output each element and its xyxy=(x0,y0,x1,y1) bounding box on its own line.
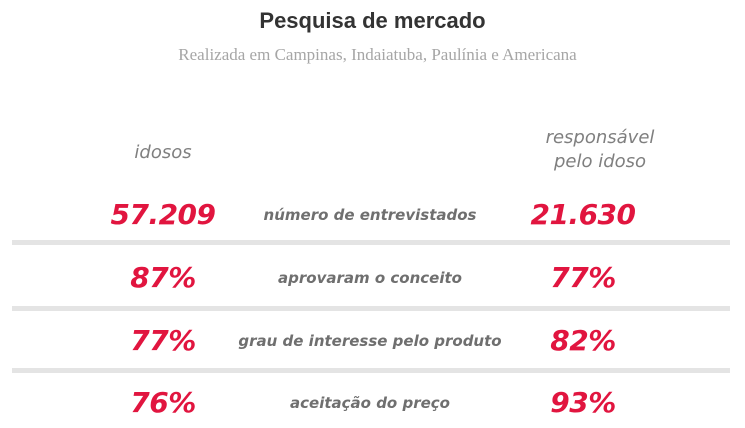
table-row: 57.209 número de entrevistados 21.630 xyxy=(0,195,745,235)
row-label: aprovaram o conceito xyxy=(278,269,462,287)
row-divider xyxy=(12,306,730,311)
column-header-idosos: idosos xyxy=(113,141,213,165)
value-idosos: 77% xyxy=(130,324,196,357)
column-header-idosos-label: idosos xyxy=(134,142,192,163)
page-subtitle: Realizada em Campinas, Indaiatuba, Paulí… xyxy=(178,45,577,64)
table-row: 76% aceitação do preço 93% xyxy=(0,383,745,423)
value-idosos: 76% xyxy=(130,386,196,419)
row-label: aceitação do preço xyxy=(290,394,450,412)
row-label: número de entrevistados xyxy=(263,206,477,224)
column-header-responsavel-line2: pelo idoso xyxy=(553,151,647,172)
table-row: 87% aprovaram o conceito 77% xyxy=(0,258,745,298)
row-divider xyxy=(12,368,730,373)
row-label: grau de interesse pelo produto xyxy=(238,332,502,350)
value-idosos: 87% xyxy=(130,261,196,294)
value-idosos: 57.209 xyxy=(110,198,216,231)
value-responsavel: 82% xyxy=(550,324,616,357)
value-responsavel: 77% xyxy=(550,261,616,294)
page-title: Pesquisa de mercado xyxy=(259,8,486,33)
value-responsavel: 21.630 xyxy=(530,198,636,231)
column-header-responsavel-line1: responsável xyxy=(545,127,655,148)
row-divider xyxy=(12,240,730,245)
value-responsavel: 93% xyxy=(550,386,616,419)
table-row: 77% grau de interesse pelo produto 82% xyxy=(0,321,745,361)
column-header-responsavel: responsável pelo idoso xyxy=(500,126,700,174)
